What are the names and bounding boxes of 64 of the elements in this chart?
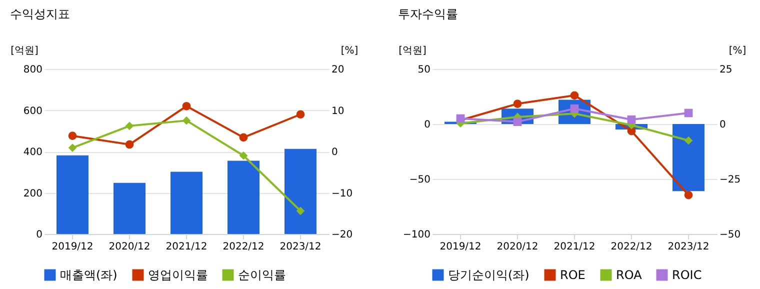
point xyxy=(68,144,77,152)
y-tick-label: 0 xyxy=(36,230,42,240)
y2-tick-label: −25 xyxy=(720,174,741,186)
x-tick-label: 2021/12 xyxy=(166,242,208,252)
point xyxy=(627,115,636,124)
chart-title: 투자수익률 xyxy=(398,7,458,21)
point xyxy=(296,110,305,119)
chart-title: 수익성지표 xyxy=(10,7,70,21)
point xyxy=(182,102,191,110)
point xyxy=(684,136,693,145)
legend-label: 순이익률 xyxy=(238,268,286,282)
point xyxy=(125,140,134,149)
legend-label: 당기순이익(좌) xyxy=(448,268,530,282)
y2-tick-label: −20 xyxy=(332,230,353,240)
y-axis-title: [억원] xyxy=(398,46,426,56)
x-tick-label: 2019/12 xyxy=(440,242,482,252)
y-tick-label: 600 xyxy=(23,106,42,117)
y-axis-title: [억원] xyxy=(10,46,38,56)
point xyxy=(296,206,305,216)
point xyxy=(182,116,191,125)
x-tick-label: 2019/12 xyxy=(52,242,94,252)
y2-tick-label: 10 xyxy=(332,106,344,117)
legend-label: 영업이익률 xyxy=(148,268,208,282)
x-tick-label: 2023/12 xyxy=(668,242,710,252)
y2-tick-label: 20 xyxy=(332,64,344,76)
bar xyxy=(114,182,146,234)
point xyxy=(684,108,693,118)
y-tick-label: −50 xyxy=(409,174,430,186)
x-tick-label: 2022/12 xyxy=(222,242,264,252)
x-tick-label: 2020/12 xyxy=(496,242,538,252)
y-tick-label: 400 xyxy=(23,147,42,158)
y2-axis-title: [%] xyxy=(340,46,358,56)
legend-label: ROIC xyxy=(672,268,702,282)
y-tick-label: 800 xyxy=(23,64,42,76)
y-tick-label: 200 xyxy=(23,188,42,200)
point xyxy=(684,190,693,200)
point xyxy=(513,118,522,126)
y2-tick-label: 0 xyxy=(332,147,338,158)
bar xyxy=(228,160,260,234)
point xyxy=(68,132,77,140)
legend-label: 매출액(좌) xyxy=(60,268,118,282)
y2-tick-label: 0 xyxy=(720,120,726,130)
legend-label: ROE xyxy=(560,268,586,282)
bar xyxy=(170,172,202,234)
y2-axis-title: [%] xyxy=(728,46,746,56)
point xyxy=(239,151,248,160)
legend-label: ROA xyxy=(616,268,643,282)
point xyxy=(570,91,579,100)
bar xyxy=(672,124,704,192)
x-tick-label: 2022/12 xyxy=(610,242,652,252)
point xyxy=(513,100,522,108)
y-tick-label: 0 xyxy=(424,120,430,130)
x-tick-label: 2023/12 xyxy=(280,242,322,252)
point xyxy=(239,133,248,142)
bar xyxy=(284,148,316,234)
y2-tick-label: 25 xyxy=(720,64,732,76)
y-tick-label: −100 xyxy=(403,230,430,240)
y-tick-label: 50 xyxy=(418,64,430,76)
bar xyxy=(56,155,88,234)
y2-tick-label: −50 xyxy=(720,230,741,240)
point xyxy=(125,122,134,130)
y2-tick-label: −10 xyxy=(332,188,353,200)
x-tick-label: 2021/12 xyxy=(554,242,596,252)
x-tick-label: 2020/12 xyxy=(108,242,150,252)
